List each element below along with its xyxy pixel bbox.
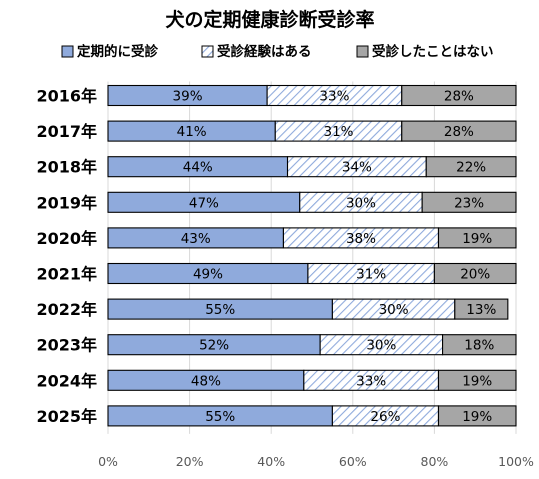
bar-row-2016年: 39% 33% 28% (107, 84, 517, 107)
data-label-2: 34% (342, 160, 372, 176)
bar-row-2020年: 43% 38% 19% (107, 227, 517, 249)
legend-label-1: 定期的に受診 (77, 43, 158, 60)
data-label-3: 28% (444, 89, 474, 105)
data-label-3: 20% (460, 267, 490, 283)
data-label-1: 47% (189, 195, 219, 211)
bar-row-2022年: 55% 30% 13% (107, 298, 509, 320)
bar-segment-3 (421, 191, 517, 213)
category-label: 2020年 (36, 229, 97, 248)
x-tick-label-1: 0% (98, 454, 118, 469)
bar-row-2018年: 44% 34% 22% (107, 156, 517, 178)
data-label-1: 41% (177, 124, 207, 140)
data-label-2: 33% (319, 89, 349, 105)
category-label: 2019年 (36, 193, 97, 212)
data-label-3: 22% (456, 160, 486, 176)
data-label-2: 31% (324, 124, 354, 140)
bar-segment-3 (437, 405, 517, 427)
x-tick-label-3: 40% (257, 454, 285, 469)
bars: 39% 33% 28% 41% 31% 28% 44% 34% 22% 47% 30% 23% 43% 3… (107, 84, 517, 427)
data-label-3: 28% (444, 124, 474, 140)
category-label: 2021年 (36, 265, 97, 284)
data-label-3: 19% (462, 373, 492, 389)
x-tick-label-5: 80% (421, 454, 449, 469)
category-label: 2024年 (36, 371, 97, 390)
data-label-2: 30% (379, 302, 409, 318)
legend-swatch-3 (356, 45, 369, 58)
legend: 定期的に受診 受診経験はある 受診したことはない (61, 43, 494, 60)
data-label-1: 39% (173, 89, 203, 105)
bar-row-2021年: 49% 31% 20% (107, 262, 517, 285)
data-label-1: 48% (191, 373, 221, 389)
bar-segment-3 (401, 84, 517, 107)
data-label-2: 30% (366, 338, 396, 354)
data-label-1: 44% (183, 160, 213, 176)
category-label: 2018年 (36, 158, 97, 177)
data-label-2: 33% (356, 373, 386, 389)
bar-row-2024年: 48% 33% 19% (107, 369, 517, 391)
data-label-2: 26% (370, 409, 400, 425)
chart-title: 犬の定期健康診断受診率 (165, 8, 374, 31)
data-label-1: 52% (199, 338, 229, 354)
data-label-1: 49% (193, 267, 223, 283)
category-labels: 2016年 2017年 2018年 2019年 2020年 2021年 2022年 2023年… (36, 87, 97, 426)
category-label: 2023年 (36, 336, 97, 355)
data-label-1: 55% (205, 409, 235, 425)
bar-segment-3 (401, 120, 517, 142)
bar-row-2017年: 41% 31% 28% (107, 120, 517, 142)
category-label: 2022年 (36, 300, 97, 319)
bar-row-2025年: 55% 26% 19% (107, 405, 517, 427)
legend-label-3: 受診したことはない (372, 43, 494, 60)
data-label-3: 19% (462, 231, 492, 247)
bar-segment-3 (442, 334, 517, 356)
data-label-3: 19% (462, 409, 492, 425)
category-label: 2025年 (36, 407, 97, 426)
bar-row-2023年: 52% 30% 18% (107, 334, 517, 356)
bar-segment-3 (425, 156, 517, 178)
category-label: 2017年 (36, 122, 97, 141)
x-axis-ticks: 0% 20% 40% 60% 80% 100% (98, 454, 534, 469)
category-label: 2016年 (36, 87, 97, 106)
bar-segment-3 (437, 369, 517, 391)
x-tick-label-6: 100% (498, 454, 534, 469)
x-tick-label-4: 60% (339, 454, 367, 469)
bar-segment-3 (433, 262, 517, 285)
data-label-3: 23% (454, 195, 484, 211)
bar-segment-3 (437, 227, 517, 249)
data-label-2: 31% (356, 267, 386, 283)
legend-swatch-2 (201, 45, 214, 58)
x-tick-label-2: 20% (176, 454, 204, 469)
bar-segment-3 (454, 298, 509, 320)
data-label-1: 43% (181, 231, 211, 247)
data-label-2: 30% (346, 195, 376, 211)
data-label-2: 38% (346, 231, 376, 247)
bar-row-2019年: 47% 30% 23% (107, 191, 517, 213)
data-label-3: 18% (464, 338, 494, 354)
legend-swatch-1 (61, 45, 74, 58)
data-label-3: 13% (466, 302, 496, 318)
data-label-1: 55% (205, 302, 235, 318)
legend-label-2: 受診経験はある (217, 43, 312, 60)
